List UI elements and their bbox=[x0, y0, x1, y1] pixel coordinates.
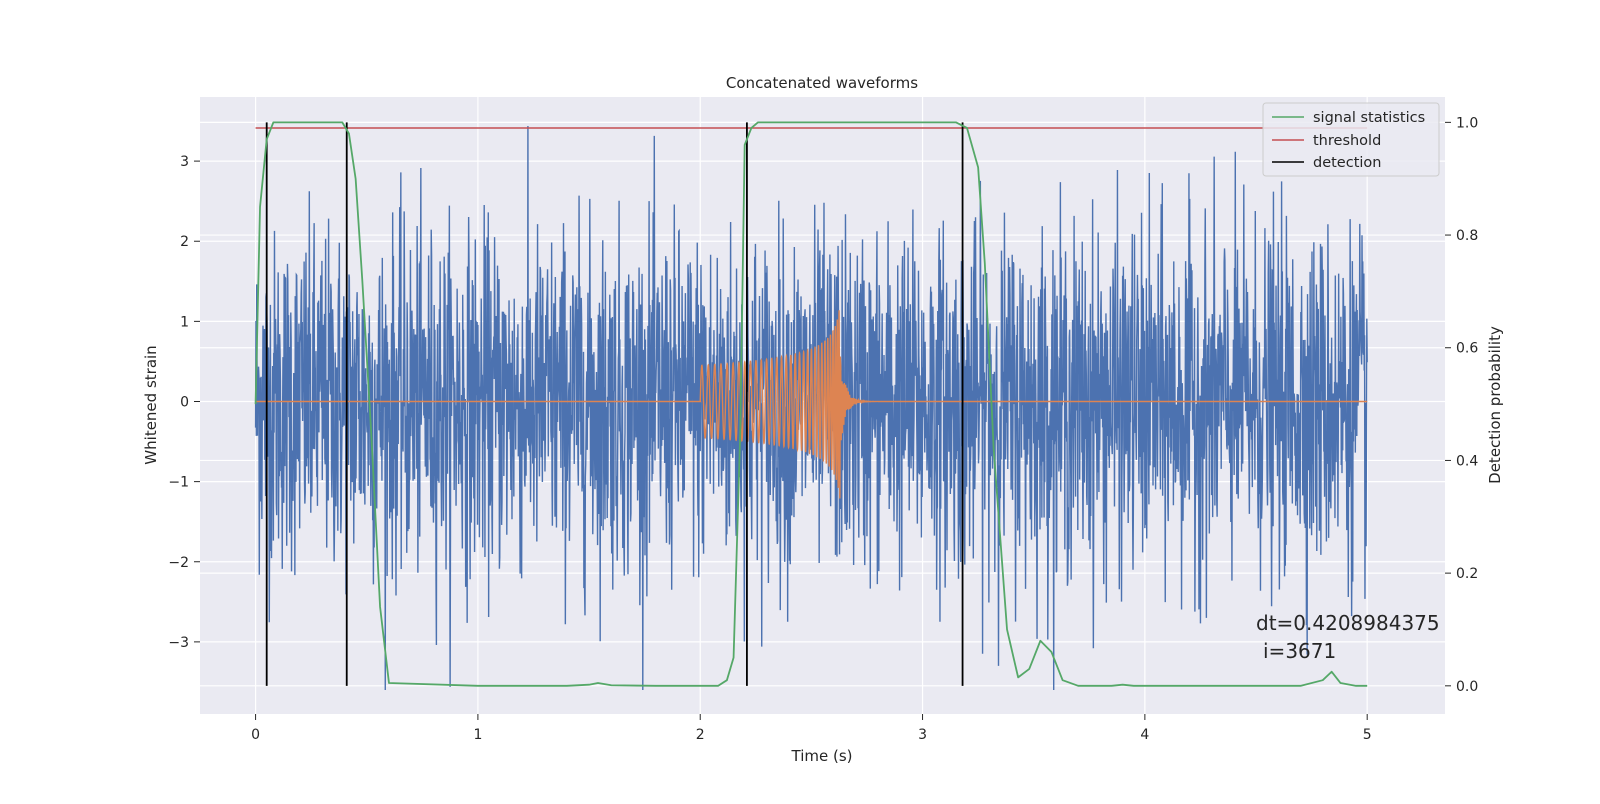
x-tick-label: 0 bbox=[251, 727, 260, 743]
y-left-axis-label: Whitened strain bbox=[142, 345, 160, 464]
y-left-tick-label: −2 bbox=[168, 555, 189, 571]
legend-label-detection: detection bbox=[1313, 155, 1381, 171]
annotation-i: i=3671 bbox=[1263, 639, 1336, 663]
chirp-line bbox=[255, 310, 1368, 499]
legend: signal statistics threshold detection bbox=[1262, 102, 1440, 177]
y-left-axis-ticks: −3 −2 −1 0 1 2 3 bbox=[168, 154, 200, 651]
legend-label-threshold: threshold bbox=[1313, 133, 1381, 149]
detection-lines bbox=[265, 122, 964, 686]
y-left-tick-label: 3 bbox=[180, 154, 189, 170]
y-left-tick-label: 0 bbox=[180, 394, 189, 410]
chirp-series bbox=[255, 310, 1368, 499]
y-right-tick-label: 1.0 bbox=[1456, 115, 1478, 131]
x-tick-label: 5 bbox=[1363, 727, 1372, 743]
y-right-tick-label: 0.4 bbox=[1456, 453, 1478, 469]
strain-line bbox=[254, 125, 1368, 690]
y-right-axis-label: Detection probability bbox=[1486, 326, 1504, 484]
chart-title: Concatenated waveforms bbox=[726, 74, 918, 92]
y-right-tick-label: 0.2 bbox=[1456, 566, 1478, 582]
y-left-tick-label: 1 bbox=[180, 314, 189, 330]
y-right-tick-label: 0.0 bbox=[1456, 679, 1478, 695]
y-right-tick-label: 0.6 bbox=[1456, 341, 1478, 357]
legend-label-signal-statistics: signal statistics bbox=[1313, 110, 1425, 126]
y-right-tick-label: 0.8 bbox=[1456, 228, 1478, 244]
y-right-axis-ticks: 0.0 0.2 0.4 0.6 0.8 1.0 bbox=[1445, 115, 1478, 695]
x-axis-ticks: 0 1 2 3 4 5 bbox=[251, 714, 1372, 743]
signal-statistics-line bbox=[254, 121, 1368, 687]
x-tick-label: 4 bbox=[1140, 727, 1149, 743]
x-tick-label: 2 bbox=[696, 727, 705, 743]
legend-box bbox=[1262, 102, 1440, 177]
x-axis-label: Time (s) bbox=[791, 747, 853, 765]
strain-series bbox=[254, 125, 1368, 690]
y-left-tick-label: −1 bbox=[168, 475, 189, 491]
x-tick-label: 1 bbox=[473, 727, 482, 743]
y-left-tick-label: −3 bbox=[168, 635, 189, 651]
x-tick-label: 3 bbox=[918, 727, 927, 743]
y-left-tick-label: 2 bbox=[180, 234, 189, 250]
annotation-dt: dt=0.4208984375 bbox=[1256, 611, 1440, 635]
signal-statistics-series bbox=[254, 121, 1368, 687]
